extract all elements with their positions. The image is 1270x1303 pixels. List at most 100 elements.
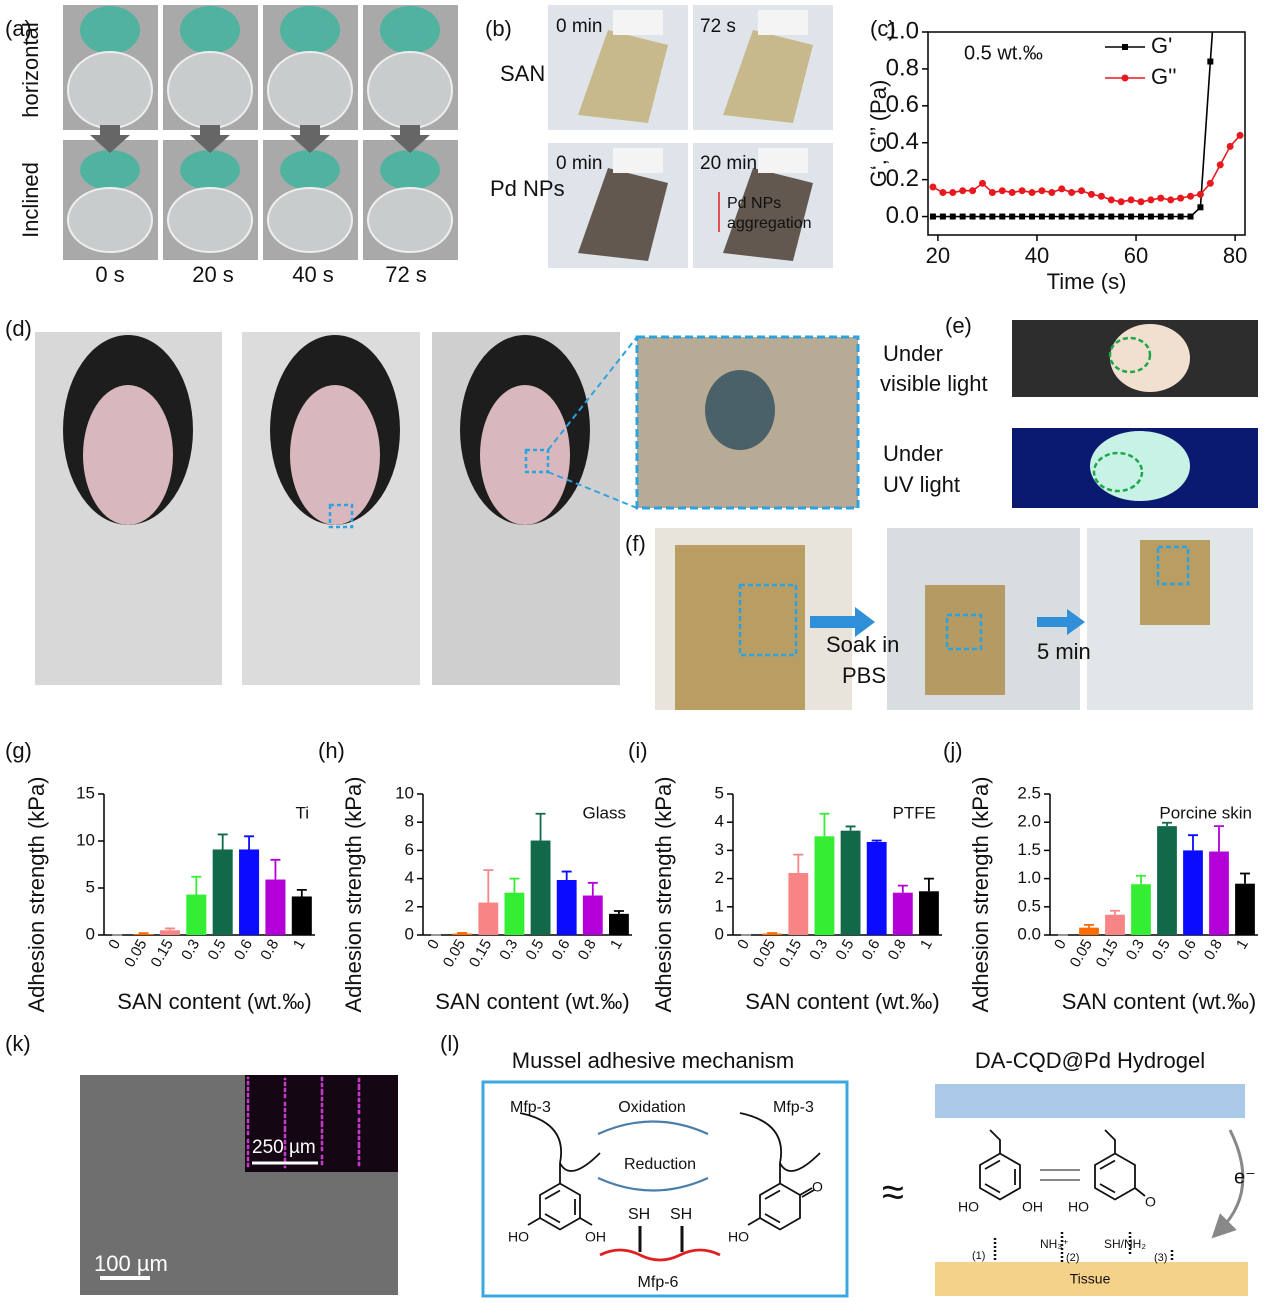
bar — [1079, 927, 1099, 935]
arrow — [390, 125, 430, 153]
eds-dot — [283, 1145, 287, 1149]
error-bar — [1136, 874, 1146, 885]
scheme-title: Mussel adhesive mechanism — [512, 1048, 794, 1073]
eds-dot — [283, 1077, 287, 1081]
eds-dot — [283, 1139, 287, 1143]
scheme-text: Mfp-3 — [510, 1099, 551, 1116]
time-label: 72 s — [385, 262, 427, 287]
point — [1068, 189, 1076, 197]
point — [1088, 213, 1095, 220]
annotation: aggregation — [727, 215, 812, 232]
y-tick-label: 10 — [395, 783, 414, 802]
bar — [814, 836, 835, 935]
scheme-text: OH — [585, 1229, 606, 1245]
point — [1009, 213, 1016, 220]
bar — [212, 849, 233, 935]
eds-dot — [283, 1101, 287, 1105]
point — [1118, 213, 1125, 220]
dish — [367, 51, 453, 129]
error-bar — [793, 853, 804, 873]
point — [959, 213, 966, 220]
eds-dot — [246, 1086, 250, 1090]
point — [1018, 187, 1026, 195]
scheme-text: HO — [728, 1229, 749, 1245]
eds-dot — [320, 1124, 324, 1128]
x-tick-label: 0.15 — [148, 936, 177, 970]
tissue-layer — [935, 1262, 1248, 1296]
eds-dot — [320, 1098, 324, 1102]
scheme-text: OH — [1022, 1199, 1043, 1215]
y-tick-label: 0.0 — [1017, 924, 1041, 943]
eds-dot — [283, 1135, 287, 1139]
bar — [1235, 883, 1255, 935]
eds-dot — [357, 1123, 361, 1127]
error-bar — [191, 875, 202, 895]
dish — [67, 187, 153, 253]
point — [1048, 189, 1056, 197]
point — [999, 213, 1006, 220]
point — [959, 187, 967, 195]
eds-dot — [246, 1138, 250, 1142]
eds-dot — [246, 1106, 250, 1110]
bar — [788, 872, 809, 935]
eds-dot — [357, 1087, 361, 1091]
bar — [452, 933, 473, 935]
scheme-text: NH₃⁺ — [1040, 1237, 1069, 1251]
y-tick-label: 0 — [405, 924, 414, 943]
bar — [1131, 884, 1151, 935]
scheme-text: SH — [670, 1206, 692, 1223]
photo-label: 0 min — [556, 16, 602, 37]
eds-dot — [283, 1115, 287, 1119]
eds-dot — [320, 1122, 324, 1126]
cap — [280, 150, 340, 190]
step-label: 5 min — [1037, 639, 1091, 664]
vial — [723, 30, 813, 123]
eds-dot — [283, 1107, 287, 1111]
point — [1107, 196, 1115, 204]
bar — [866, 841, 887, 935]
point — [988, 189, 996, 197]
point — [969, 213, 976, 220]
eds-dot — [246, 1156, 250, 1160]
eds-dot — [246, 1130, 250, 1134]
eds-dot — [246, 1092, 250, 1096]
eds-dot — [357, 1079, 361, 1083]
eds-dot — [283, 1095, 287, 1099]
point — [1197, 204, 1204, 211]
eds-dot — [320, 1104, 324, 1108]
scheme-text: O — [812, 1179, 823, 1195]
x-tick-label: 0.3 — [806, 936, 831, 963]
eds-dot — [357, 1099, 361, 1103]
eds-dot — [357, 1077, 361, 1081]
x-tick-label: 0.05 — [440, 936, 469, 970]
bar — [1183, 850, 1203, 935]
bar — [892, 892, 913, 935]
eds-dot — [246, 1120, 250, 1124]
point — [1087, 190, 1095, 198]
point — [978, 179, 986, 187]
vial-cap — [758, 10, 808, 35]
eds-dot — [246, 1150, 250, 1154]
eds-dot — [320, 1082, 324, 1086]
point — [1029, 213, 1036, 220]
step-label: Soak in — [826, 632, 899, 657]
time-label: 20 s — [192, 262, 234, 287]
highlight — [1092, 451, 1144, 493]
point — [1048, 213, 1055, 220]
legend-label: G'' — [1151, 64, 1177, 89]
eds-dot — [246, 1076, 250, 1080]
step-arrow — [810, 607, 875, 637]
y-tick-label: 6 — [405, 840, 414, 859]
scheme-text: O — [1145, 1194, 1156, 1210]
eds-dot — [357, 1161, 361, 1165]
eds-dot — [357, 1083, 361, 1087]
eds-dot — [320, 1134, 324, 1138]
error-bar — [1162, 821, 1172, 827]
y-tick-label: 8 — [405, 812, 414, 831]
eds-dot — [283, 1153, 287, 1157]
caption: visible light — [880, 371, 988, 396]
skin — [925, 585, 1005, 695]
eds-dot — [357, 1105, 361, 1109]
x-tick-label: 0 — [424, 936, 443, 952]
x-tick-label: 0 — [734, 936, 753, 952]
